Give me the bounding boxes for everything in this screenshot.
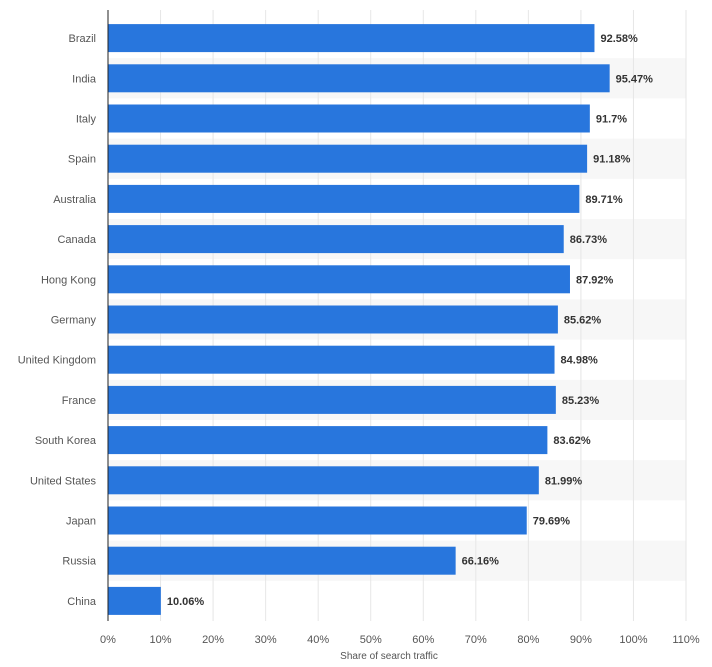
value-label: 86.73%	[570, 234, 608, 246]
bar	[108, 426, 548, 455]
category-label: United States	[30, 475, 97, 487]
x-tick-label: 90%	[570, 634, 592, 646]
bars	[108, 24, 610, 615]
category-label: Germany	[51, 315, 97, 327]
category-label: Hong Kong	[41, 274, 96, 286]
x-tick-label: 110%	[672, 634, 700, 646]
category-label: China	[67, 596, 97, 608]
bar	[108, 305, 558, 334]
x-tick-label: 80%	[517, 634, 539, 646]
category-label: Canada	[57, 234, 96, 246]
value-label: 89.71%	[585, 194, 623, 206]
value-label: 83.62%	[553, 435, 591, 447]
bar	[108, 184, 580, 213]
x-tick-label: 40%	[307, 634, 329, 646]
x-tick-label: 10%	[150, 634, 172, 646]
x-axis-tick-labels: 0% 10% 20% 30% 40% 50% 60% 70% 80% 90% 100% 110%	[100, 634, 700, 646]
value-label: 95.47%	[616, 73, 654, 85]
bar	[108, 64, 610, 93]
bar	[108, 466, 539, 495]
value-label: 79.69%	[533, 516, 571, 528]
bar	[108, 144, 588, 173]
value-label: 92.58%	[600, 33, 638, 45]
bar	[108, 506, 527, 535]
category-label: France	[62, 395, 96, 407]
x-tick-label: 50%	[360, 634, 382, 646]
bar	[108, 104, 590, 133]
value-label: 81.99%	[545, 475, 583, 487]
x-tick-label: 60%	[412, 634, 434, 646]
x-tick-label: 30%	[255, 634, 277, 646]
value-label: 87.92%	[576, 274, 614, 286]
x-tick-label: 100%	[619, 634, 647, 646]
bar	[108, 265, 570, 294]
value-labels: 92.58% 95.47% 91.7% 91.18% 89.71% 86.73% 87.92…	[167, 33, 653, 608]
bar	[108, 385, 556, 414]
x-tick-label: 70%	[465, 634, 487, 646]
bar	[108, 225, 564, 254]
x-tick-label: 0%	[100, 634, 116, 646]
value-label: 85.62%	[564, 315, 602, 327]
value-label: 66.16%	[462, 556, 500, 568]
bar	[108, 586, 161, 615]
category-labels: Brazil India Italy Spain Australia Canada Hong…	[18, 33, 97, 608]
category-label: Italy	[76, 114, 97, 126]
value-label: 85.23%	[562, 395, 600, 407]
category-label: Australia	[53, 194, 97, 206]
category-label: Brazil	[68, 33, 96, 45]
category-label: United Kingdom	[18, 355, 96, 367]
category-label: Spain	[68, 154, 96, 166]
bar	[108, 546, 456, 575]
category-label: India	[72, 73, 97, 85]
value-label: 84.98%	[561, 355, 599, 367]
bar	[108, 345, 555, 374]
category-label: Russia	[62, 556, 97, 568]
value-label: 91.18%	[593, 154, 631, 166]
x-axis-title: Share of search traffic	[340, 651, 438, 662]
category-label: South Korea	[35, 435, 97, 447]
value-label: 10.06%	[167, 596, 205, 608]
bar	[108, 24, 595, 53]
category-label: Japan	[66, 516, 96, 528]
x-tick-label: 20%	[202, 634, 224, 646]
value-label: 91.7%	[596, 114, 627, 126]
